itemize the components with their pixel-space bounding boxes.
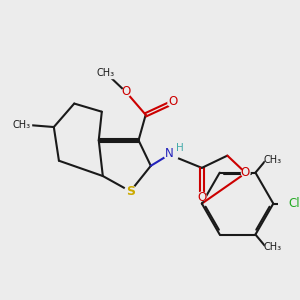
Circle shape xyxy=(122,88,130,97)
Text: H: H xyxy=(176,143,184,153)
Text: O: O xyxy=(241,166,250,179)
Text: O: O xyxy=(122,85,131,98)
FancyBboxPatch shape xyxy=(265,243,281,252)
Text: S: S xyxy=(126,185,135,198)
Circle shape xyxy=(164,150,174,160)
Circle shape xyxy=(168,98,176,107)
FancyBboxPatch shape xyxy=(286,199,300,208)
Text: Cl: Cl xyxy=(288,197,300,210)
Circle shape xyxy=(124,185,136,197)
Text: O: O xyxy=(197,191,206,204)
Text: O: O xyxy=(169,95,178,108)
Text: N: N xyxy=(165,147,174,160)
Circle shape xyxy=(165,148,178,161)
FancyBboxPatch shape xyxy=(13,120,31,130)
Circle shape xyxy=(242,169,250,177)
FancyBboxPatch shape xyxy=(265,155,281,164)
Text: CH₃: CH₃ xyxy=(13,120,31,130)
Text: CH₃: CH₃ xyxy=(264,155,282,165)
Circle shape xyxy=(198,192,206,201)
Text: CH₃: CH₃ xyxy=(97,68,115,78)
FancyBboxPatch shape xyxy=(97,68,115,77)
Text: CH₃: CH₃ xyxy=(264,242,282,252)
